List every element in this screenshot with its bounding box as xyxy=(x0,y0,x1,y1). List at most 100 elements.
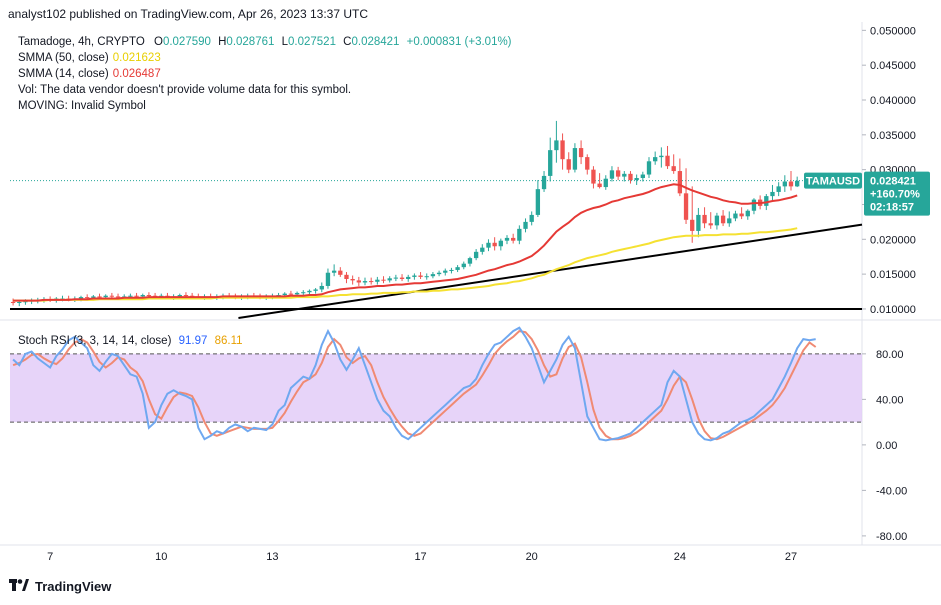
rsi-tick-label: -80.00 xyxy=(876,531,907,543)
candle-body xyxy=(301,292,306,294)
candle-body xyxy=(436,272,442,275)
candle-body xyxy=(523,221,528,229)
ohlc-line: Tamadoge, 4h, CRYPTO O0.027590 H0.028761… xyxy=(18,34,512,50)
low-label: L xyxy=(281,36,288,48)
candle-body xyxy=(443,270,448,273)
candle-body xyxy=(319,285,324,290)
smma50-line xyxy=(13,227,798,302)
symbol-tag-bg xyxy=(804,172,862,189)
candle-body xyxy=(369,281,374,283)
candle-body xyxy=(115,296,121,298)
stoch-d-value: 86.11 xyxy=(214,335,243,347)
candle-body xyxy=(177,295,182,297)
candle-body xyxy=(708,223,713,226)
candle-body xyxy=(776,186,781,192)
candle-body xyxy=(406,276,411,279)
candle-body xyxy=(560,140,565,160)
candle-body xyxy=(603,178,608,188)
candle-body xyxy=(473,251,479,259)
candle-body xyxy=(492,242,497,247)
candle-body xyxy=(504,237,510,241)
candle-body xyxy=(671,166,676,172)
tradingview-footer[interactable]: TradingView xyxy=(9,579,111,594)
candle-body xyxy=(78,297,84,299)
candle-body xyxy=(535,189,541,215)
candle-body xyxy=(541,175,547,190)
candle-body xyxy=(387,278,392,281)
candle-body xyxy=(344,274,349,279)
price-tag-bg xyxy=(864,171,930,216)
time-tick-label: 10 xyxy=(155,551,167,563)
sma50-label: SMMA (50, close) xyxy=(18,52,109,64)
candle-body xyxy=(128,295,133,297)
open-label: O xyxy=(153,36,163,48)
candle-body xyxy=(467,258,473,264)
time-tick-label: 13 xyxy=(266,551,278,563)
close-label: C xyxy=(343,36,352,48)
candle-body xyxy=(653,157,658,162)
candle-body xyxy=(412,275,417,277)
candle-body xyxy=(788,181,794,187)
candle-body xyxy=(548,150,553,176)
candle-body xyxy=(393,277,399,279)
stoch-d-line xyxy=(12,330,817,441)
candle-body xyxy=(591,169,596,184)
candle-body xyxy=(294,292,300,295)
candle-body xyxy=(288,293,294,295)
candle-body xyxy=(511,237,516,241)
candle-body xyxy=(325,272,331,286)
candle-body xyxy=(609,170,615,179)
candle-body xyxy=(146,295,152,297)
candle-body xyxy=(529,214,534,222)
candle-body xyxy=(665,155,670,167)
candle-body xyxy=(282,293,287,296)
candle-body xyxy=(782,181,787,187)
candle-body xyxy=(140,295,145,297)
price-tick-label: 0.040000 xyxy=(870,95,916,107)
sma50-value: 0.021623 xyxy=(112,52,161,64)
candle-body xyxy=(659,155,664,158)
open-value: 0.027590 xyxy=(162,36,211,48)
candle-body xyxy=(10,301,16,303)
sma50-legend[interactable]: SMMA (50, close) 0.021623 xyxy=(18,50,512,66)
candle-body xyxy=(578,148,584,158)
candle-body xyxy=(381,279,386,281)
stoch-rsi-legend[interactable]: Stoch RSI (3, 3, 14, 14, close) 91.97 86… xyxy=(18,333,243,349)
candle-body xyxy=(677,171,683,194)
stoch-k-value: 91.97 xyxy=(178,335,208,347)
candle-body xyxy=(795,180,800,187)
candle-body xyxy=(727,218,732,224)
sma14-value: 0.026487 xyxy=(112,68,161,80)
rsi-tick-label: -40.00 xyxy=(876,485,907,497)
candle-body xyxy=(480,247,485,252)
candle-body xyxy=(313,289,318,291)
time-tick-label: 7 xyxy=(47,551,53,563)
sma14-legend[interactable]: SMMA (14, close) 0.026487 xyxy=(18,66,512,82)
candle-body xyxy=(424,276,429,278)
candle-body xyxy=(690,219,695,231)
candle-body xyxy=(622,173,627,177)
symbol-title[interactable]: Tamadoge, 4h, CRYPTO xyxy=(18,36,145,48)
candle-body xyxy=(91,296,96,298)
sma14-label: SMMA (14, close) xyxy=(18,68,109,80)
candle-body xyxy=(461,263,466,268)
candle-body xyxy=(338,270,343,275)
candle-body xyxy=(307,290,312,293)
candle-body xyxy=(640,174,645,179)
price-tick-label: 0.050000 xyxy=(870,25,916,37)
candle-body xyxy=(714,215,720,226)
candle-body xyxy=(375,279,380,282)
candle-body xyxy=(97,296,102,298)
candle-body xyxy=(449,269,454,271)
candle-body xyxy=(566,159,571,170)
candle-body xyxy=(486,242,491,248)
rsi-tick-label: 40.00 xyxy=(876,394,904,406)
candle-body xyxy=(498,240,503,247)
candle-body xyxy=(362,281,368,283)
candle-body xyxy=(554,140,559,151)
candle-body xyxy=(350,278,355,281)
candle-body xyxy=(745,210,750,217)
change-value: +0.000831 (+3.01%) xyxy=(406,36,512,48)
stoch-rsi-label: Stoch RSI (3, 3, 14, 14, close) xyxy=(18,335,172,347)
